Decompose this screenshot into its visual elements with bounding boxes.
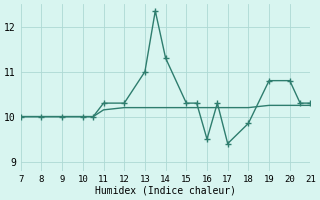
X-axis label: Humidex (Indice chaleur): Humidex (Indice chaleur)	[95, 186, 236, 196]
